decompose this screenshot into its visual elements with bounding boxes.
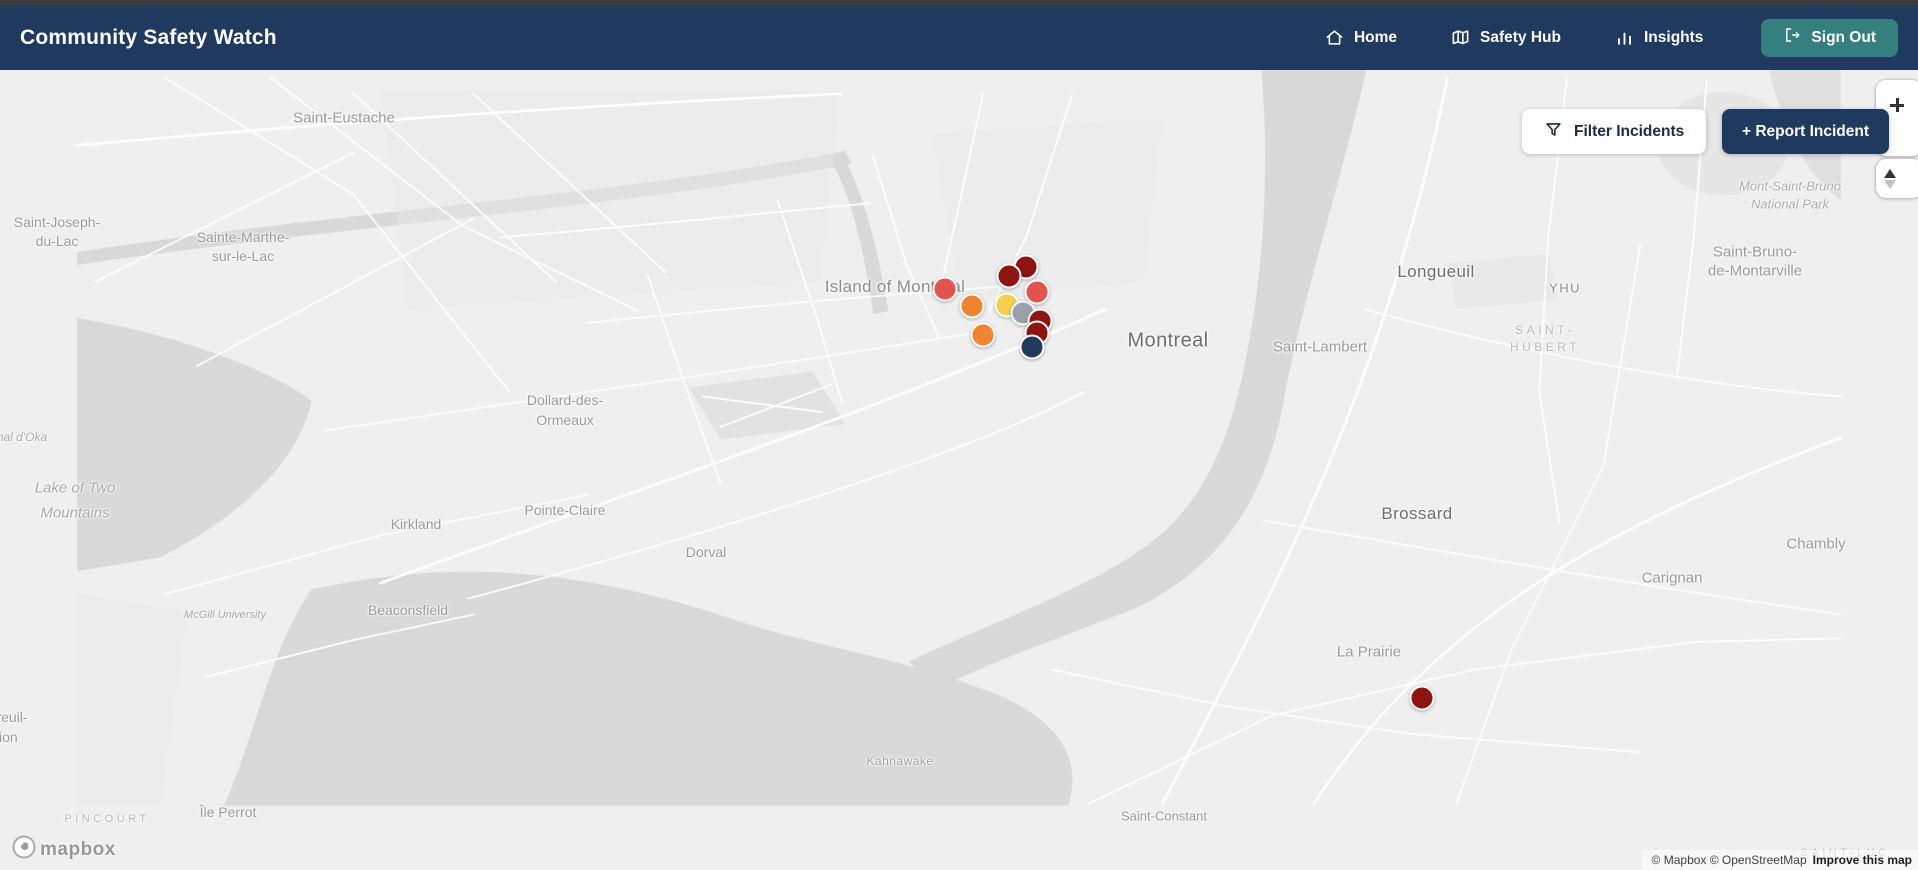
bar-chart-icon	[1615, 28, 1634, 47]
filter-incidents-label: Filter Incidents	[1574, 122, 1685, 140]
report-incident-label: + Report Incident	[1742, 122, 1870, 140]
zoom-in-icon[interactable]	[1890, 98, 1904, 112]
mapbox-logo[interactable]: mapbox	[12, 835, 116, 864]
map-canvas[interactable]: Saint-Eustache Saint-Joseph-du-Lac Sainte-…	[0, 70, 1918, 870]
map-icon	[1451, 28, 1470, 47]
mapbox-wordmark: mapbox	[40, 838, 116, 860]
nav-item-insights[interactable]: Insights	[1615, 28, 1703, 47]
report-incident-button[interactable]: + Report Incident	[1722, 109, 1890, 154]
sign-out-button[interactable]: Sign Out	[1761, 18, 1898, 57]
incident-marker[interactable]	[996, 263, 1022, 289]
incident-marker[interactable]	[970, 322, 996, 348]
main-nav: Home Safety Hub Insights Sign Out	[1325, 18, 1898, 57]
app-title: Community Safety Watch	[20, 25, 277, 49]
incident-marker[interactable]	[1024, 279, 1050, 305]
app-header: Community Safety Watch Home Safety Hub I…	[0, 5, 1918, 70]
window-top-strip	[0, 0, 1918, 5]
attribution-links[interactable]: © Mapbox © OpenStreetMap	[1651, 853, 1807, 867]
compass-north-icon	[1884, 168, 1896, 178]
incident-marker[interactable]	[959, 293, 985, 319]
incident-marker[interactable]	[1019, 334, 1045, 360]
compass-south-icon	[1884, 179, 1896, 189]
nav-item-home[interactable]: Home	[1325, 28, 1397, 47]
incident-marker[interactable]	[932, 276, 958, 302]
sign-out-icon	[1783, 26, 1801, 49]
mapbox-logo-icon	[12, 835, 36, 864]
nav-item-safety-hub[interactable]: Safety Hub	[1451, 28, 1561, 47]
nav-item-label: Insights	[1644, 28, 1704, 46]
nav-item-label: Home	[1353, 28, 1398, 46]
filter-incidents-button[interactable]: Filter Incidents	[1522, 109, 1707, 154]
home-icon	[1325, 28, 1344, 47]
filter-funnel-icon	[1544, 120, 1563, 144]
improve-map-link[interactable]: Improve this map	[1812, 853, 1912, 867]
map-attribution: © Mapbox © OpenStreetMap Improve this ma…	[1641, 850, 1918, 870]
nav-item-label: Safety Hub	[1480, 28, 1561, 46]
incident-marker[interactable]	[1409, 685, 1435, 711]
map-markers-layer	[0, 70, 1918, 870]
sign-out-label: Sign Out	[1811, 28, 1876, 46]
map-compass-control[interactable]	[1876, 159, 1918, 198]
